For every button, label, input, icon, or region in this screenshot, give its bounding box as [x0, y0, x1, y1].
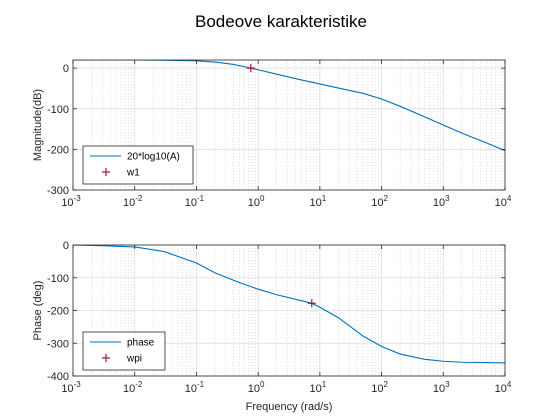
x-tick-label: 100 [248, 194, 265, 209]
y-tick-label: -200 [47, 144, 69, 156]
series-line-0 [73, 60, 505, 152]
x-tick-label: 10-2 [123, 380, 143, 395]
data-point-marker [307, 299, 316, 308]
x-tick-label: 10-2 [123, 194, 143, 209]
y-axis-label: Phase (deg) [32, 281, 44, 341]
legend-marker-swatch [102, 168, 110, 176]
legend-box [82, 145, 194, 185]
x-tick-label: 10-1 [185, 380, 205, 395]
x-tick-label: 104 [495, 380, 512, 395]
legend: phase wpi [82, 331, 166, 371]
x-tick-label: 103 [433, 194, 450, 209]
x-tick-label: 10-1 [185, 194, 205, 209]
y-tick-label: 0 [63, 240, 69, 252]
y-tick-label: -300 [47, 185, 69, 197]
legend-entry: wpi [126, 354, 142, 365]
x-tick-label: 10-3 [61, 380, 81, 395]
x-tick-label: 10-3 [61, 194, 81, 209]
y-tick-label: -200 [47, 306, 69, 318]
x-tick-label: 102 [371, 194, 388, 209]
x-axis-label: Frequency (rad/s) [246, 401, 333, 413]
legend-marker-swatch [102, 354, 110, 362]
phase-plot: 10-3 10-2 10-1 100 101 102 103 104 0 -100 -200 -300… [32, 240, 512, 413]
y-tick-label: 0 [63, 63, 69, 75]
magnitude-plot: 10-3 10-2 10-1 100 101 102 103 104 0 -100 -200 -300… [32, 59, 512, 209]
x-tick-label: 103 [433, 380, 450, 395]
y-tick-label: -300 [47, 338, 69, 350]
y-tick-label: -400 [47, 371, 69, 383]
legend-entry: w1 [126, 168, 140, 179]
x-tick-label: 104 [495, 194, 512, 209]
x-tick-label: 101 [310, 380, 327, 395]
y-axis-label: Magnitude(dB) [32, 89, 44, 161]
figure-title: Bodeove karakteristike [195, 12, 367, 31]
x-tick-label: 102 [371, 380, 388, 395]
y-tick-label: -100 [47, 104, 69, 116]
x-tick-label: 100 [248, 380, 265, 395]
legend-entry: phase [127, 338, 155, 349]
data-point-marker [246, 64, 255, 73]
legend: 20*log10(A) w1 [82, 145, 194, 185]
y-tick-label: -100 [47, 273, 69, 285]
legend-box [82, 331, 166, 371]
axes-frame [72, 59, 506, 191]
legend-entry: 20*log10(A) [127, 152, 180, 163]
x-tick-label: 101 [310, 194, 327, 209]
